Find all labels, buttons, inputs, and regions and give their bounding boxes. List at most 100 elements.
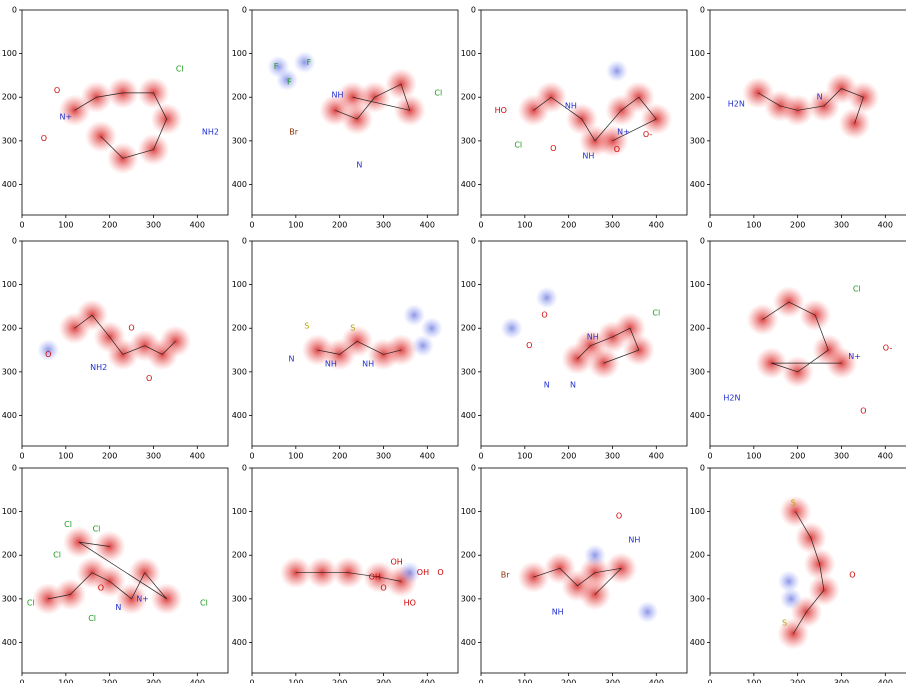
x-tick-label: 0	[478, 679, 483, 684]
x-tick-label: 100	[746, 679, 761, 684]
bond	[379, 576, 402, 582]
y-tick-label: 300	[232, 594, 247, 603]
bond	[144, 345, 163, 355]
axes-frame	[21, 9, 229, 216]
bond	[788, 301, 816, 316]
y-tick-label: 0	[700, 6, 705, 15]
atom-label: S	[350, 324, 355, 333]
y-tick-label: 100	[690, 507, 705, 516]
bond	[122, 345, 145, 355]
atom-label: O	[526, 341, 532, 350]
bond	[78, 541, 167, 600]
bond	[638, 97, 657, 120]
atom-label: O	[146, 374, 152, 383]
atom-label: Cl	[27, 599, 35, 608]
atom-label: Cl	[88, 614, 96, 623]
atom-label: O	[616, 511, 622, 520]
bond	[629, 328, 640, 351]
x-tick-label: 100	[58, 679, 73, 684]
y-tick-label: 100	[461, 280, 476, 289]
x-tick-label: 100	[288, 221, 303, 230]
atom-label: O	[41, 134, 47, 143]
y-tick-label: 100	[2, 507, 17, 516]
x-tick-label: 0	[19, 679, 24, 684]
panel: S N S NH NH 0 100 200 300 400 0 100 200 300 400	[232, 237, 459, 461]
x-tick-label: 0	[478, 221, 483, 230]
x-tick-label: 400	[878, 221, 893, 230]
atom-label: F	[274, 62, 279, 71]
y-tick-label: 300	[2, 136, 17, 145]
x-tick-label: 100	[58, 221, 73, 230]
x-tick-label: 400	[190, 221, 205, 230]
y-tick-label: 0	[242, 6, 247, 15]
weight-blob	[420, 317, 443, 340]
atom-label: S	[782, 618, 787, 627]
y-tick-label: 200	[690, 551, 705, 560]
atom-label: N+	[848, 352, 861, 361]
panel: S O S 0 100 200 300 400 0 100 200 300 400	[690, 464, 906, 687]
x-tick-label: 0	[249, 679, 254, 684]
x-tick-label: 100	[746, 452, 761, 461]
bond	[795, 511, 812, 538]
y-tick-label: 200	[461, 93, 476, 102]
bond	[69, 572, 93, 595]
y-tick-label: 300	[232, 136, 247, 145]
atom-label: OH	[369, 573, 381, 582]
x-tick-label: 100	[517, 221, 532, 230]
x-tick-label: 200	[332, 221, 347, 230]
x-tick-label: 200	[561, 221, 576, 230]
atom-label: Cl	[200, 599, 208, 608]
panel: O O NH Cl N N 0 100 200 300 400 0 100 200 300 400	[461, 237, 688, 461]
x-tick-label: 400	[420, 221, 435, 230]
y-tick-label: 100	[2, 280, 17, 289]
bond	[74, 314, 93, 329]
y-tick-label: 0	[700, 464, 705, 473]
atom-label: Cl	[176, 64, 184, 73]
x-tick-label: 300	[146, 679, 161, 684]
x-tick-label: 300	[605, 679, 620, 684]
weight-blob	[838, 107, 871, 140]
x-tick-label: 100	[517, 679, 532, 684]
y-tick-label: 0	[471, 6, 476, 15]
bond	[780, 105, 798, 111]
y-tick-label: 400	[461, 638, 476, 647]
atom-label: NH	[552, 607, 564, 616]
panel: Cl N+ O- H2N O 0 100 200 300 400 0 100 200 300 400	[690, 237, 906, 461]
bond	[162, 341, 176, 355]
x-tick-label: 400	[649, 452, 664, 461]
bond	[339, 341, 358, 355]
x-tick-label: 400	[878, 452, 893, 461]
x-tick-label: 100	[746, 221, 761, 230]
atom-label: Cl	[93, 525, 101, 534]
x-tick-label: 300	[605, 221, 620, 230]
y-tick-label: 300	[461, 594, 476, 603]
x-tick-label: 300	[834, 221, 849, 230]
bond	[533, 567, 561, 578]
bond	[100, 136, 124, 159]
bond	[400, 84, 411, 111]
y-tick-label: 0	[471, 464, 476, 473]
bond	[819, 563, 825, 591]
x-tick-label: 300	[146, 452, 161, 461]
atom-label: NH	[587, 332, 599, 341]
y-tick-label: 200	[461, 551, 476, 560]
atom-label: Cl	[853, 284, 861, 293]
weight-blob	[398, 561, 421, 584]
atom-label: NH	[628, 535, 640, 544]
bond	[594, 110, 622, 142]
bond	[762, 301, 790, 320]
atom-label: NH	[331, 91, 343, 100]
atom-label: HO	[404, 599, 416, 608]
x-tick-label: 200	[102, 452, 117, 461]
y-tick-label: 400	[2, 180, 17, 189]
x-tick-label: 400	[649, 221, 664, 230]
y-tick-label: 0	[471, 237, 476, 246]
x-tick-label: 200	[790, 221, 805, 230]
weight-blob	[605, 60, 628, 83]
bond	[854, 97, 864, 124]
atom-label: NH	[362, 360, 374, 369]
y-tick-label: 200	[2, 551, 17, 560]
atom-label: N	[356, 160, 362, 169]
